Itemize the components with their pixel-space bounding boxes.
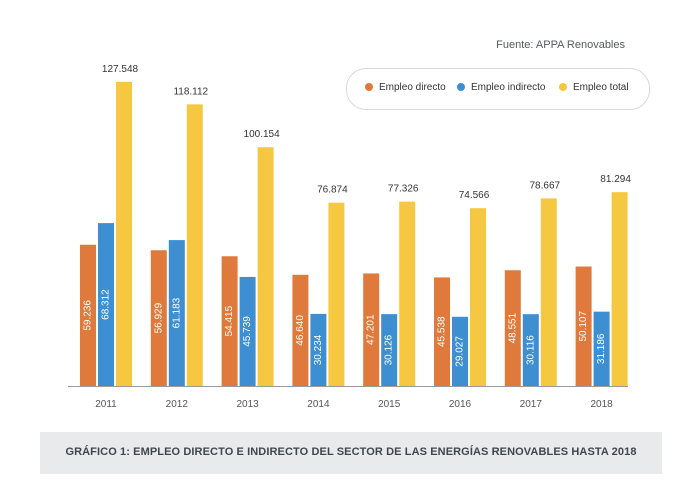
bar-indirecto-2014 (310, 313, 327, 386)
legend-swatch-total (559, 83, 567, 92)
data-label-indirecto-2017: 30.116 (525, 335, 536, 365)
data-label-total-2014: 76.874 (317, 185, 348, 196)
bar-indirecto-2015 (381, 314, 398, 386)
legend-item-directo: Empleo directo (365, 82, 446, 93)
data-label-indirecto-2014: 30.234 (313, 334, 324, 365)
bar-total-2014 (328, 202, 345, 386)
bar-directo-2012 (150, 250, 167, 386)
x-tick-label-2013: 2013 (236, 399, 259, 410)
bar-indirecto-2011 (98, 223, 114, 386)
data-label-indirecto-2018: 31.186 (596, 333, 607, 364)
data-label-directo-2016: 45.538 (437, 316, 448, 347)
data-label-directo-2017: 48.551 (507, 312, 518, 343)
bar-indirecto-2017 (522, 314, 539, 386)
legend-label-indirecto: Empleo indirecto (471, 82, 546, 93)
legend-swatch-directo (365, 83, 373, 92)
data-label-directo-2014: 46.640 (295, 315, 306, 346)
caption-bar: GRÁFICO 1: EMPLEO DIRECTO E INDIRECTO DE… (40, 432, 662, 474)
bar-directo-2016 (434, 277, 450, 386)
legend-label-total: Empleo total (573, 82, 629, 93)
x-tick-label-2017: 2017 (520, 399, 543, 410)
data-label-directo-2011: 59.236 (83, 300, 94, 331)
bar-indirecto-2016 (452, 316, 468, 386)
bar-total-2011 (116, 81, 132, 386)
bar-directo-2015 (363, 273, 380, 386)
data-label-total-2016: 74.566 (459, 190, 490, 201)
data-label-total-2013: 100.154 (244, 129, 281, 140)
bar-total-2018 (611, 192, 628, 386)
data-label-directo-2018: 50.107 (578, 311, 589, 342)
bar-total-2015 (399, 201, 416, 386)
legend-item-total: Empleo total (559, 82, 629, 93)
bar-directo-2018 (575, 266, 592, 386)
data-label-total-2012: 118.112 (173, 86, 208, 97)
legend-label-directo: Empleo directo (379, 82, 446, 93)
data-label-total-2011: 127.548 (102, 64, 139, 75)
x-tick-label-2014: 2014 (307, 399, 330, 410)
bar-total-2017 (540, 198, 557, 386)
bar-directo-2014 (292, 274, 309, 386)
chart-legend: Empleo directo Empleo indirecto Empleo t… (346, 68, 650, 110)
legend-item-indirecto: Empleo indirecto (457, 82, 545, 93)
data-label-indirecto-2015: 30.126 (384, 334, 395, 365)
x-tick-label-2018: 2018 (590, 399, 613, 410)
data-label-total-2015: 77.326 (388, 184, 419, 195)
data-label-indirecto-2012: 61.183 (171, 297, 182, 328)
x-tick-label-2011: 2011 (95, 399, 117, 410)
data-label-indirecto-2011: 68.312 (101, 289, 112, 320)
data-label-indirecto-2016: 29.027 (455, 336, 466, 367)
data-label-directo-2012: 56.929 (153, 302, 164, 333)
bar-indirecto-2018 (593, 311, 610, 386)
data-label-total-2017: 78.667 (530, 180, 561, 191)
bar-chart: 59.236 68.312 127.548 2011 56.929 61.183 118.1… (68, 64, 631, 410)
legend-swatch-indirecto (457, 83, 465, 92)
x-tick-label-2012: 2012 (166, 399, 189, 410)
data-label-total-2018: 81.294 (600, 174, 631, 185)
source-note: Fuente: APPA Renovables (496, 39, 625, 51)
bar-total-2012 (186, 104, 203, 387)
bar-total-2013 (257, 147, 274, 386)
data-label-directo-2015: 47.201 (366, 314, 377, 345)
chart-caption: GRÁFICO 1: EMPLEO DIRECTO E INDIRECTO DE… (65, 446, 637, 458)
data-label-directo-2013: 54.415 (224, 305, 235, 336)
bar-directo-2011 (80, 244, 96, 386)
bar-indirecto-2012 (168, 240, 185, 386)
bar-total-2016 (470, 208, 486, 386)
x-tick-label-2015: 2015 (378, 399, 401, 410)
bar-directo-2013 (221, 256, 238, 386)
bar-indirecto-2013 (239, 276, 256, 386)
x-tick-label-2016: 2016 (449, 399, 472, 410)
data-label-indirecto-2013: 45.739 (242, 316, 253, 347)
bar-directo-2017 (504, 270, 521, 386)
